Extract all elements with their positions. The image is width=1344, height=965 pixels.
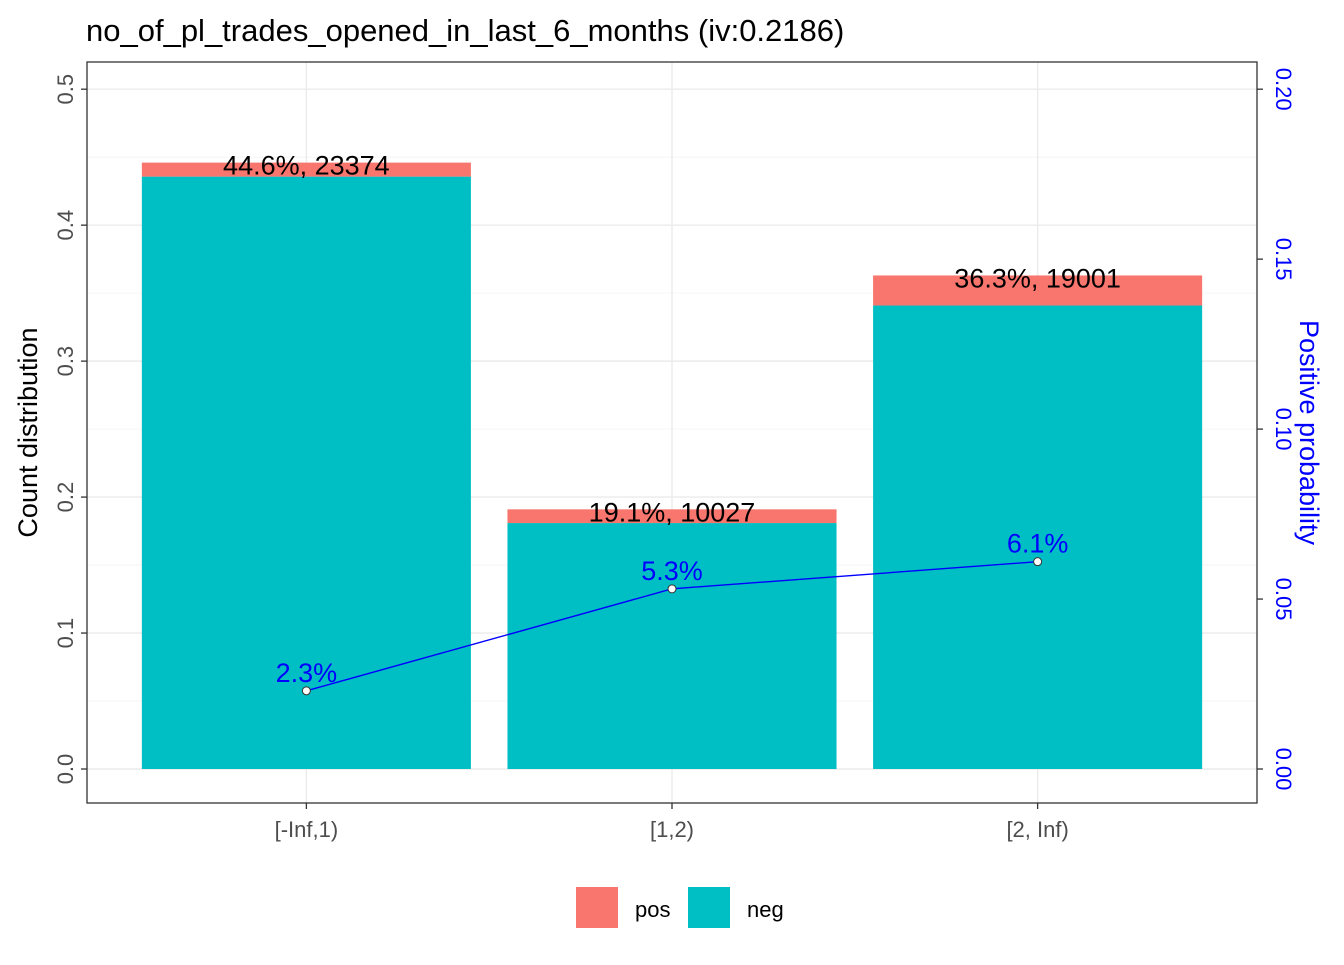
positive-probability-point	[1033, 557, 1043, 567]
y-tick-label: 0.0	[53, 754, 78, 785]
y2-tick-label: 0.00	[1271, 748, 1296, 791]
x-tick-label: [1,2)	[650, 817, 694, 842]
y2-tick-label: 0.10	[1271, 408, 1296, 451]
y-tick-label: 0.2	[53, 482, 78, 513]
y-tick-label: 0.4	[53, 210, 78, 241]
positive-probability-label: 5.3%	[641, 556, 703, 586]
legend-key-pos	[576, 887, 618, 928]
chart-title: no_of_pl_trades_opened_in_last_6_months …	[86, 13, 844, 48]
y-tick-label: 0.5	[53, 74, 78, 105]
y2-axis-label: Positive probability	[1294, 320, 1324, 546]
x-tick-label: [2, Inf)	[1006, 817, 1068, 842]
positive-probability-point	[301, 686, 311, 696]
x-tick-label: [-Inf,1)	[275, 817, 339, 842]
y2-tick-label: 0.05	[1271, 578, 1296, 621]
y2-tick-label: 0.20	[1271, 68, 1296, 111]
bar-pos	[507, 509, 837, 524]
bar-pos	[141, 162, 471, 177]
y-tick-label: 0.1	[53, 618, 78, 649]
legend-label-neg: neg	[747, 897, 784, 922]
positive-probability-label: 6.1%	[1007, 529, 1069, 559]
bar-neg	[873, 305, 1203, 770]
y-axis-label: Count distribution	[13, 327, 43, 537]
bar-pos	[873, 275, 1203, 306]
positive-probability-label: 2.3%	[276, 658, 338, 688]
legend-label-pos: pos	[635, 897, 670, 922]
bar-neg	[141, 176, 471, 770]
positive-probability-point	[667, 584, 677, 594]
y2-tick-label: 0.15	[1271, 238, 1296, 281]
legend-key-neg	[688, 887, 730, 928]
bar-data-label: 19.1%, 10027	[589, 497, 756, 527]
bar-data-label: 36.3%, 19001	[954, 263, 1121, 293]
positive-probability-line-group: 2.3% 5.3% 6.1%	[276, 529, 1069, 696]
bars-group	[141, 162, 1203, 770]
y-tick-label: 0.3	[53, 346, 78, 377]
bar-data-label: 44.6%, 23374	[223, 151, 390, 181]
axes-group: 0.0 0.1 0.2 0.3 0.4 0.5 0.00 0.05 0.10 0.15 0.20 [-…	[53, 68, 1296, 842]
bar-neg	[507, 523, 837, 770]
bar-labels-group: 44.6%, 23374 19.1%, 10027 36.3%, 19001	[223, 151, 1121, 528]
legend: pos neg	[576, 887, 784, 928]
